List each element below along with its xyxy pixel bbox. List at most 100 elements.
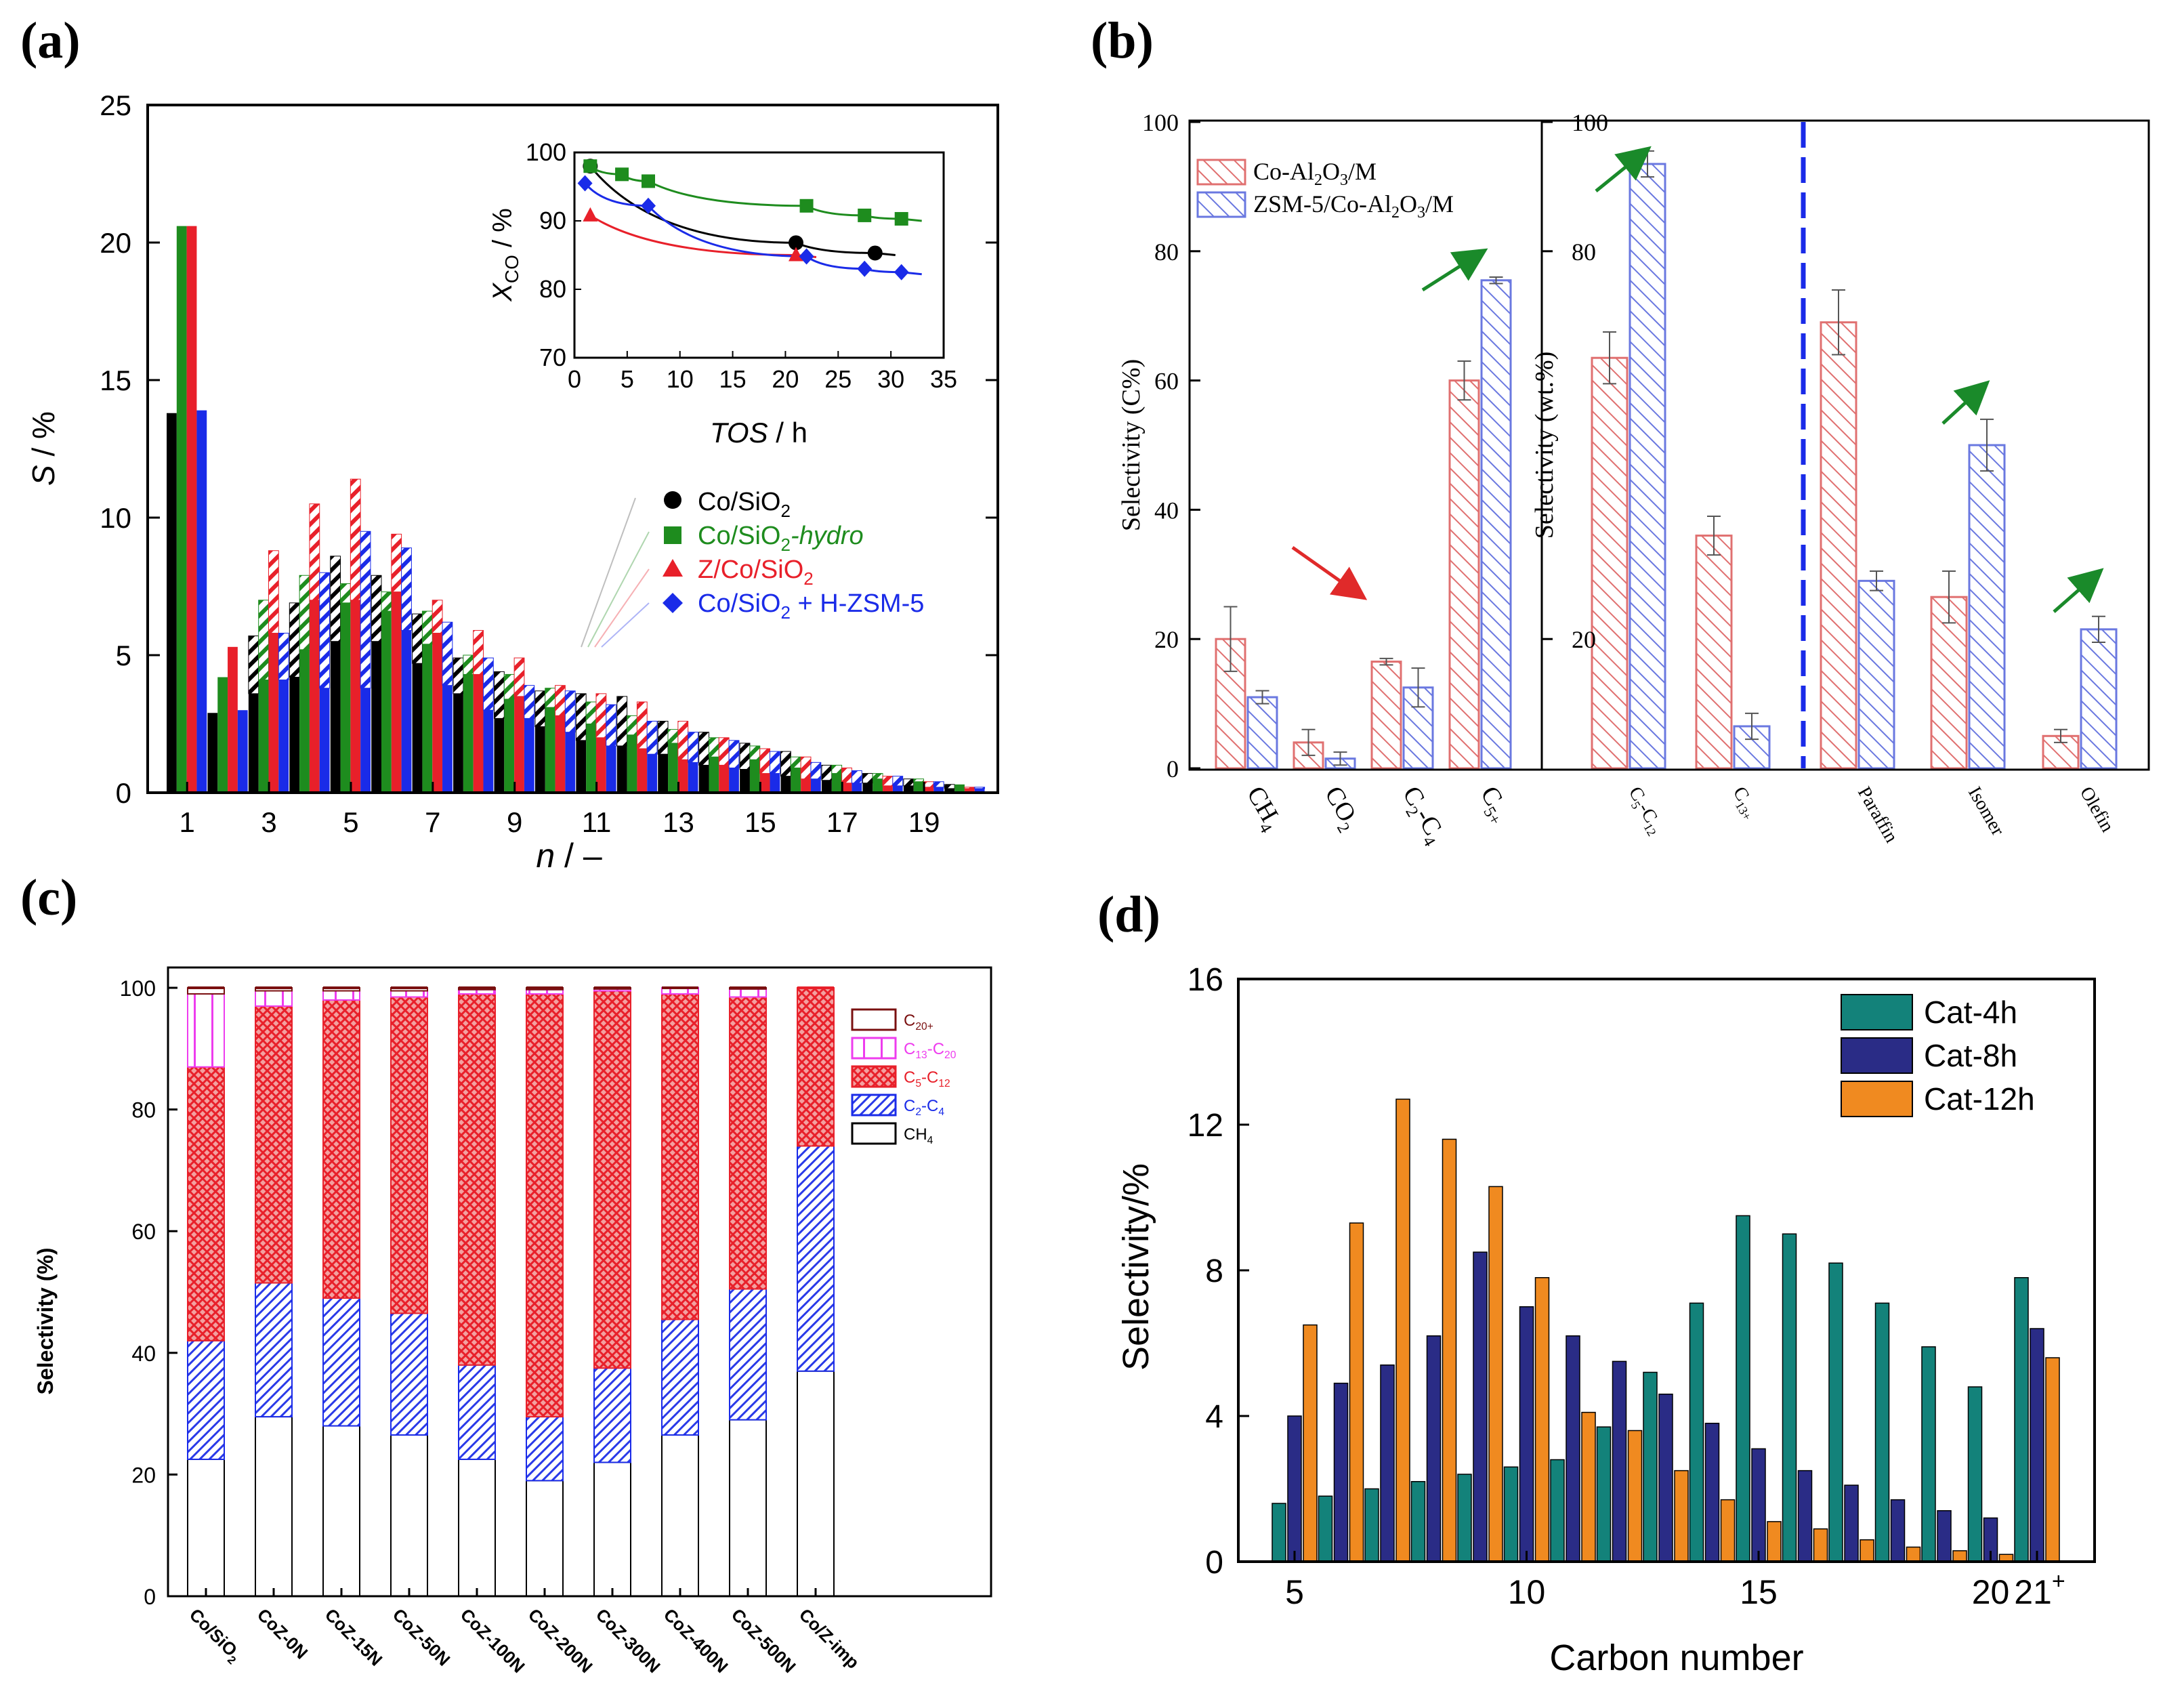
bar-b [1930,596,1968,770]
bar-d [1364,1488,1379,1562]
bar-d [1860,1539,1874,1562]
inset-x-tick-label: 10 [667,365,694,393]
bar-c-segment [729,1419,767,1598]
bar-a-hatched [821,764,833,781]
bar-a [167,413,177,793]
x-tick-label-a: 5 [343,806,358,838]
x-label-c: CoZ-500N [728,1604,800,1677]
y-tick-label-a: 15 [100,364,131,396]
bar-d [1658,1394,1673,1562]
bar-a-hatched [606,704,617,747]
bar-c-segment [458,1458,496,1597]
bar-a [647,754,658,793]
bar-c-segment [322,990,360,1001]
legend-c-label: C13-C20 [904,1040,957,1061]
legend-a-label-hydro: Co/SiO2-hydro [698,522,864,555]
inset-point-triangle [789,247,803,262]
x-label-c: Co/SiO2 [184,1604,246,1667]
bar-a [330,641,341,793]
bar-a-hatched [319,572,331,689]
inset-point-diamond [641,197,656,214]
bar-a [309,600,320,793]
bar-a-hatched [381,591,392,612]
panel-a-inset: 0 5 10 15 20 25 30 35 70 80 90 100 XCO / % TOS / h [488,122,962,449]
bar-c-segment [390,996,428,1314]
bar-a [360,688,371,793]
bar-a [504,699,515,793]
legend-c-label: C5-C12 [904,1068,950,1089]
arrow-down-light [1291,545,1368,600]
inset-point-diamond [577,175,593,192]
bar-a-hatched [545,688,556,708]
inset-x-tick-label: 25 [824,365,852,393]
bar-b [1591,356,1629,770]
inset-x-tick-label: 30 [877,365,904,393]
bar-a [677,759,688,793]
bar-c-segment [797,1370,835,1597]
bar-a-hatched [800,756,812,780]
bar-a-hatched [913,778,924,783]
bar-a-hatched [248,636,259,694]
bar-a [668,743,678,793]
x-tick-label-d: 15 [1740,1573,1778,1611]
bar-a-hatched [636,701,648,749]
bar-d [1844,1484,1859,1562]
inset-point-square [642,174,655,188]
bar-a [688,762,698,793]
bar-a [217,677,228,793]
x-label-c: Co/Z-imp [795,1604,864,1673]
y-tick-label-a: 5 [116,640,131,671]
x-label-b-left: C2-C4 [1393,782,1452,850]
legend-d-label-8h: Cat-8h [1924,1038,2017,1073]
y-tick-label-c: 40 [131,1341,156,1366]
bar-a-hatched [585,701,597,725]
x-label-c: CoZ-300N [592,1604,665,1677]
bar-c-segment [526,993,564,1418]
bar-d [1318,1495,1333,1562]
x-label-c: CoZ-400N [660,1604,732,1677]
bar-a-hatched [401,547,412,631]
arrow-up-olefin [2053,568,2104,613]
bar-a-hatched [330,556,341,642]
bar-a-hatched [412,613,423,664]
bar-c-segment [593,1461,631,1597]
panel-label-d: (d) [1097,886,1160,943]
x-label-c: CoZ-100N [457,1604,529,1677]
arrow-up-c5c12 [1595,146,1652,192]
arrow-up-c5plus [1421,248,1488,292]
bar-a [586,724,596,793]
inset-x-tick-label: 20 [772,365,799,393]
bar-a-hatched [810,762,822,780]
panel-c-frame [167,966,992,1598]
bar-d [1720,1499,1736,1562]
bar-a-hatched [646,720,658,755]
inset-point-circle [789,235,803,251]
bar-d [1751,1448,1766,1562]
bar-a-hatched [728,740,740,768]
panel-a-y-axis-label: S / % [26,411,61,486]
bar-d [2045,1357,2060,1562]
panel-a-legend: Co/SiO2 Co/SiO2-hydro Z/Co/SiO2 Co/SiO2 … [581,488,924,648]
bar-a [841,783,852,793]
bar-d [1534,1277,1550,1562]
bar-a [483,710,494,793]
bar-c-segment [661,1434,699,1598]
inset-y-tick-label: 90 [539,207,566,234]
inset-x-tick-label: 0 [568,365,581,393]
bar-d [1566,1335,1580,1562]
bar-a [555,715,566,793]
bar-a [196,410,207,793]
bar-a [791,768,801,793]
bar-a-hatched [790,756,801,768]
inset-point-diamond [894,264,909,280]
bar-a-hatched [350,478,361,601]
bar-d [1952,1550,1967,1562]
bar-a [658,754,669,793]
bar-a [698,765,709,793]
y-tick-label-b-left: 20 [1154,626,1179,653]
bar-a [494,718,505,793]
bar-a [514,696,524,793]
panel-b-chart: 0 20 40 60 80 100 20 80 100 CH4 CO2 C2-C4 C5+ C5-C12… [1117,109,2150,850]
bar-d [1473,1251,1488,1562]
bar-a-hatched [718,737,730,766]
